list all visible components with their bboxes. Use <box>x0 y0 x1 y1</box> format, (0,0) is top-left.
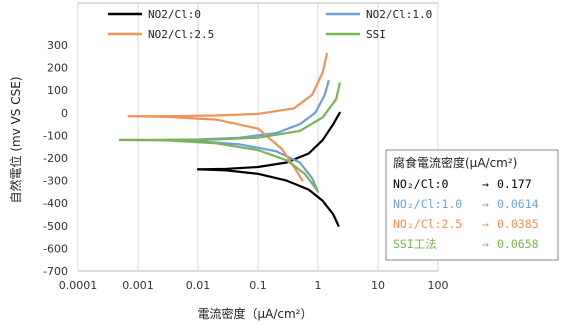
x-axis-label: 電流密度（μA/cm²） <box>198 306 313 321</box>
series-1 <box>165 80 330 193</box>
y-axis-label: 自然電位 (mv VS CSE) <box>8 76 23 203</box>
series-line-cathodic <box>196 168 340 227</box>
x-tick-label: 0.001 <box>122 279 154 292</box>
y-tick-label: 300 <box>47 39 68 52</box>
y-tick-label: -500 <box>43 220 68 233</box>
corrosion-row-value: 0.0658 <box>497 237 539 251</box>
corrosion-row-value: 0.0385 <box>497 217 539 231</box>
corrosion-current-row: NO₂/Cl:2.5 → 0.0385 <box>393 217 539 231</box>
y-tick-label: 100 <box>47 84 68 97</box>
legend-label: SSI <box>366 28 386 41</box>
series-line-anodic <box>196 111 341 171</box>
legend-label: NO2/Cl:0 <box>148 8 201 21</box>
series-line-cathodic <box>118 138 318 191</box>
legend-label: NO2/Cl:2.5 <box>148 28 214 41</box>
series-3 <box>118 82 341 191</box>
corrosion-current-row: NO₂/Cl:0 → 0.177 <box>393 177 532 191</box>
x-tick-label: 0.0001 <box>59 279 98 292</box>
corrosion-current-row: NO₂/Cl:1.0 → 0.0614 <box>393 197 539 211</box>
y-axis: 300 200 100 0 -100 -200 -300 -400 -500 -600 -700 <box>43 39 68 278</box>
series-line-cathodic <box>165 138 320 193</box>
y-tick-label: -200 <box>43 152 68 165</box>
corrosion-row-value: 0.177 <box>497 177 532 191</box>
legend-item: NO2/Cl:1.0 <box>326 8 432 21</box>
corrosion-row-label: SSI工法 <box>393 237 437 251</box>
corrosion-row-value: 0.0614 <box>497 197 539 211</box>
corrosion-row-label: NO₂/Cl:2.5 <box>393 217 462 231</box>
x-tick-label: 1 <box>315 279 322 292</box>
corrosion-row-arrow: → <box>482 197 489 211</box>
series-0 <box>196 111 341 227</box>
y-tick-label: 0 <box>61 107 68 120</box>
y-tick-label: -100 <box>43 129 68 142</box>
x-tick-label: 10 <box>371 279 385 292</box>
legend-item: NO2/Cl:0 <box>108 8 201 21</box>
series-line-anodic <box>127 52 328 118</box>
x-tick-label: 0.01 <box>186 279 211 292</box>
corrosion-current-box: 腐食電流密度(μA/cm²) NO₂/Cl:0 → 0.177 NO₂/Cl:1.0 →… <box>385 149 559 261</box>
corrosion-current-box-frame <box>385 149 559 261</box>
series-line-anodic <box>165 80 330 141</box>
corrosion-row-label: NO₂/Cl:1.0 <box>393 197 462 211</box>
series-group <box>118 52 341 227</box>
legend-item: NO2/Cl:2.5 <box>108 28 214 41</box>
corrosion-current-row: SSI工法 → 0.0658 <box>393 237 539 251</box>
y-tick-label: -700 <box>43 265 68 278</box>
y-tick-label: 200 <box>47 62 68 75</box>
corrosion-row-arrow: → <box>482 177 489 191</box>
corrosion-row-label: NO₂/Cl:0 <box>393 177 448 191</box>
y-tick-label: -600 <box>43 242 68 255</box>
legend: NO2/Cl:0 NO2/Cl:1.0 NO2/Cl:2.5 SSI <box>108 8 432 41</box>
legend-item: SSI <box>326 28 386 41</box>
x-axis: 0.0001 0.001 0.01 0.1 1 10 100 <box>59 279 449 292</box>
x-tick-label: 100 <box>428 279 449 292</box>
legend-label: NO2/Cl:1.0 <box>366 8 432 21</box>
y-tick-label: -400 <box>43 197 68 210</box>
corrosion-current-title: 腐食電流密度(μA/cm²) <box>393 155 517 170</box>
corrosion-row-arrow: → <box>482 237 489 251</box>
series-line-anodic <box>118 82 341 141</box>
corrosion-row-arrow: → <box>482 217 489 231</box>
x-tick-label: 0.1 <box>249 279 267 292</box>
grid <box>77 3 439 271</box>
y-tick-label: -300 <box>43 175 68 188</box>
